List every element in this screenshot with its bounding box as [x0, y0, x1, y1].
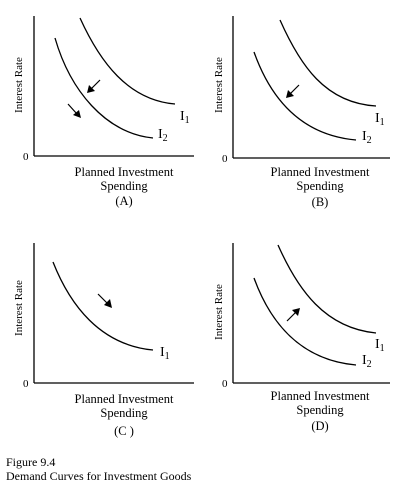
- panel-d-label-i1-sub: 1: [380, 343, 385, 354]
- panel-a-label-i1-name: I: [180, 109, 185, 124]
- panel-d-label-i2: I2: [362, 353, 372, 370]
- panel-a-label-i2: I2: [158, 127, 168, 144]
- panel-a-origin-label: 0: [23, 151, 29, 163]
- panel-a-label-i1-sub: 1: [185, 115, 190, 126]
- panel-b-curve-i2: [253, 51, 357, 141]
- panel-c-arrow-movement: [97, 293, 112, 308]
- panel-a: Interest Rate 0 I1 I2 Planned Investment…: [13, 16, 194, 208]
- panel-c-xlabel-line2: Spending: [100, 406, 148, 420]
- panel-a-label-i2-sub: 2: [163, 133, 168, 144]
- panel-c-label-i1-name: I: [160, 345, 165, 360]
- panel-b-curve-i1: [279, 19, 377, 107]
- panel-b-label-i1: I1: [375, 111, 385, 128]
- panel-d-label: (D): [311, 419, 328, 433]
- panel-a-xlabel-line2: Spending: [100, 179, 148, 193]
- panel-d-ylabel: Interest Rate: [213, 284, 225, 340]
- panel-a-xlabel-line1: Planned Investment: [75, 165, 174, 179]
- panel-c-ylabel: Interest Rate: [13, 280, 25, 336]
- panel-b-label-i2-sub: 2: [367, 135, 372, 146]
- panel-a-label: (A): [115, 194, 132, 208]
- panel-b-arrow-shift: [286, 84, 300, 98]
- panel-c-label-i1: I1: [160, 345, 170, 362]
- panel-c: Interest Rate 0 I1 Planned Investment Sp…: [13, 243, 194, 438]
- panel-b-origin-label: 0: [222, 153, 228, 165]
- panel-d-label-i2-name: I: [362, 353, 367, 368]
- panel-b: Interest Rate 0 I1 I2 Planned Investment…: [213, 16, 390, 209]
- panel-d-arrow-shift: [286, 308, 300, 322]
- panel-a-arrow-movement: [67, 103, 81, 118]
- panel-d-label-i1-name: I: [375, 337, 380, 352]
- panel-a-curve-i1: [79, 17, 176, 105]
- panel-d-label-i2-sub: 2: [367, 359, 372, 370]
- panel-a-ylabel: Interest Rate: [13, 57, 25, 113]
- panel-d: Interest Rate 0 I1 I2 Planned Investment…: [213, 243, 390, 433]
- panel-b-xlabel-line2: Spending: [296, 179, 344, 193]
- panel-d-label-i1: I1: [375, 337, 385, 354]
- panel-b-ylabel: Interest Rate: [213, 57, 225, 113]
- panel-a-curve-i2: [54, 37, 154, 139]
- panel-c-origin-label: 0: [23, 378, 29, 390]
- panel-b-label-i1-name: I: [375, 111, 380, 126]
- panel-b-label: (B): [312, 195, 329, 209]
- panel-c-label: (C ): [114, 424, 134, 438]
- panel-c-label-i1-sub: 1: [165, 351, 170, 362]
- panel-b-xlabel-line1: Planned Investment: [271, 165, 370, 179]
- panel-d-curve-i1: [277, 244, 377, 334]
- panel-a-label-i2-name: I: [158, 127, 163, 142]
- panel-c-curve-i1: [52, 261, 154, 351]
- panel-d-xlabel-line2: Spending: [296, 403, 344, 417]
- panel-b-label-i2-name: I: [362, 129, 367, 144]
- panel-d-curve-i2: [253, 277, 357, 366]
- panel-d-xlabel-line1: Planned Investment: [271, 389, 370, 403]
- panel-b-label-i2: I2: [362, 129, 372, 146]
- panel-a-label-i1: I1: [180, 109, 190, 126]
- panel-a-arrow-shift: [87, 79, 101, 93]
- panel-d-origin-label: 0: [222, 378, 228, 390]
- figure-title: Demand Curves for Investment Goods: [6, 469, 192, 483]
- panel-c-xlabel-line1: Planned Investment: [75, 392, 174, 406]
- figure-number: Figure 9.4: [6, 455, 55, 469]
- panel-b-label-i1-sub: 1: [380, 117, 385, 128]
